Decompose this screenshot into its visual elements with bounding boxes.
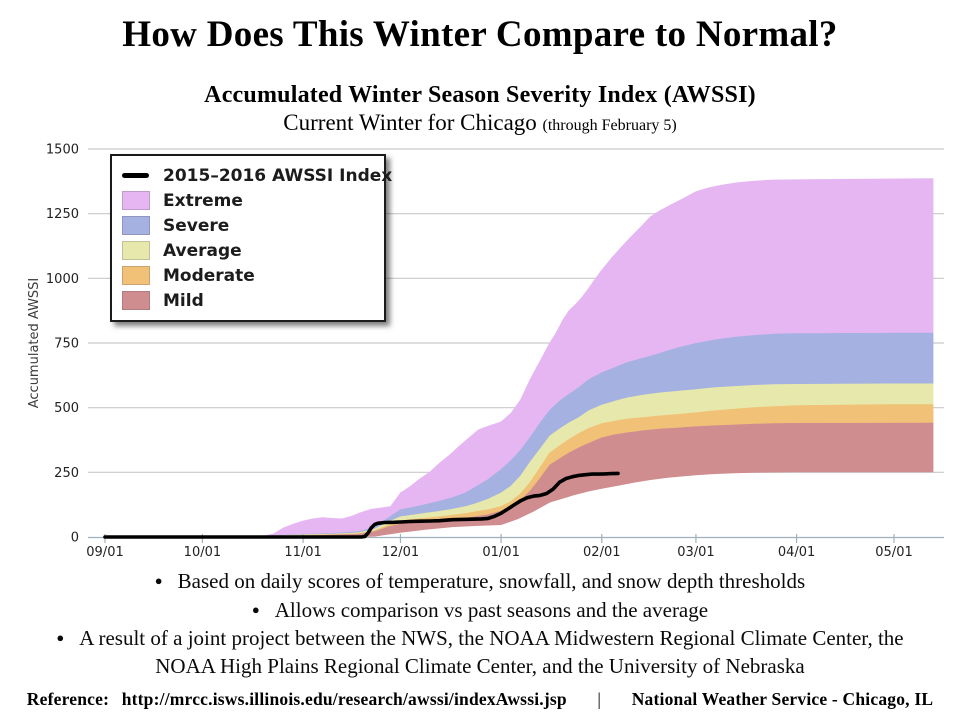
footer-separator: |	[597, 689, 602, 709]
legend-label: Average	[163, 240, 242, 261]
chart-legend: 2015–2016 AWSSI Index Extreme Severe Averag…	[110, 154, 392, 322]
y-tick-label: 500	[54, 401, 79, 416]
legend-item: Mild	[122, 288, 374, 313]
x-tick-label: 12/01	[382, 545, 419, 560]
legend-item: Extreme	[122, 188, 374, 213]
y-tick-label: 1500	[46, 143, 79, 158]
bullet-item: ● Based on daily scores of temperature, s…	[30, 567, 930, 596]
legend-label: Mild	[163, 290, 204, 311]
bullet-item: ● A result of a joint project between the…	[30, 624, 930, 680]
bullet-dot: ●	[251, 601, 260, 617]
legend-color-swatch	[122, 241, 150, 260]
bullet-text: Based on daily scores of temperature, sn…	[177, 569, 806, 593]
bullet-dot: ●	[56, 630, 65, 645]
legend-item: Average	[122, 238, 374, 263]
y-tick-label: 250	[54, 466, 79, 481]
x-tick-label: 11/01	[284, 545, 321, 560]
bullet-item: ● Allows comparison vs past seasons and t…	[30, 596, 930, 625]
bullet-dot: ●	[154, 573, 163, 588]
y-tick-label: 1000	[46, 272, 79, 287]
x-tick-label: 04/01	[778, 545, 815, 560]
y-tick-label: 0	[71, 531, 79, 546]
x-tick-label: 09/01	[86, 545, 123, 560]
chart-title: Accumulated Winter Season Severity Index…	[204, 82, 756, 108]
footer-reference-label: Reference:	[26, 689, 110, 709]
legend-line-swatch	[122, 166, 150, 185]
x-tick-label: 01/01	[482, 545, 519, 560]
series-2015-2016-line	[103, 471, 620, 539]
legend-item: 2015–2016 AWSSI Index	[122, 163, 392, 188]
bullet-text: Allows comparison vs past seasons and th…	[274, 597, 709, 622]
y-tick-label: 1250	[46, 207, 79, 222]
footer-attribution: National Weather Service - Chicago, IL	[631, 689, 934, 709]
bullet-list: ● Based on daily scores of temperature, s…	[30, 567, 930, 680]
bullet-text: A result of a joint project between the …	[79, 626, 904, 678]
x-tick-label: 05/01	[875, 545, 912, 560]
legend-color-swatch	[122, 216, 150, 235]
x-tick-label: 03/01	[677, 545, 714, 560]
legend-color-swatch	[122, 191, 150, 210]
y-axis-title: Accumulated AWSSI	[27, 278, 42, 409]
legend-color-swatch	[122, 291, 150, 310]
page-title: How Does This Winter Compare to Normal?	[122, 14, 838, 55]
chart-subtitle-main: Current Winter for Chicago	[283, 110, 537, 135]
chart-subtitle: Current Winter for Chicago (through Febr…	[0, 110, 960, 136]
legend-item: Moderate	[122, 263, 374, 288]
legend-color-swatch	[122, 266, 150, 285]
legend-item: Severe	[122, 213, 374, 238]
legend-label: Extreme	[163, 190, 243, 211]
x-tick-label: 02/01	[583, 545, 620, 560]
x-tick-label: 10/01	[184, 545, 221, 560]
chart-subtitle-note: (through February 5)	[542, 117, 677, 134]
legend-label: 2015–2016 AWSSI Index	[163, 165, 393, 186]
footer-reference-url: http://mrcc.isws.illinois.edu/research/a…	[121, 689, 567, 709]
y-tick-label: 750	[54, 337, 79, 352]
legend-label: Moderate	[163, 265, 255, 286]
legend-label: Severe	[163, 215, 230, 236]
footer: Reference: http://mrcc.isws.illinois.edu…	[0, 689, 960, 710]
